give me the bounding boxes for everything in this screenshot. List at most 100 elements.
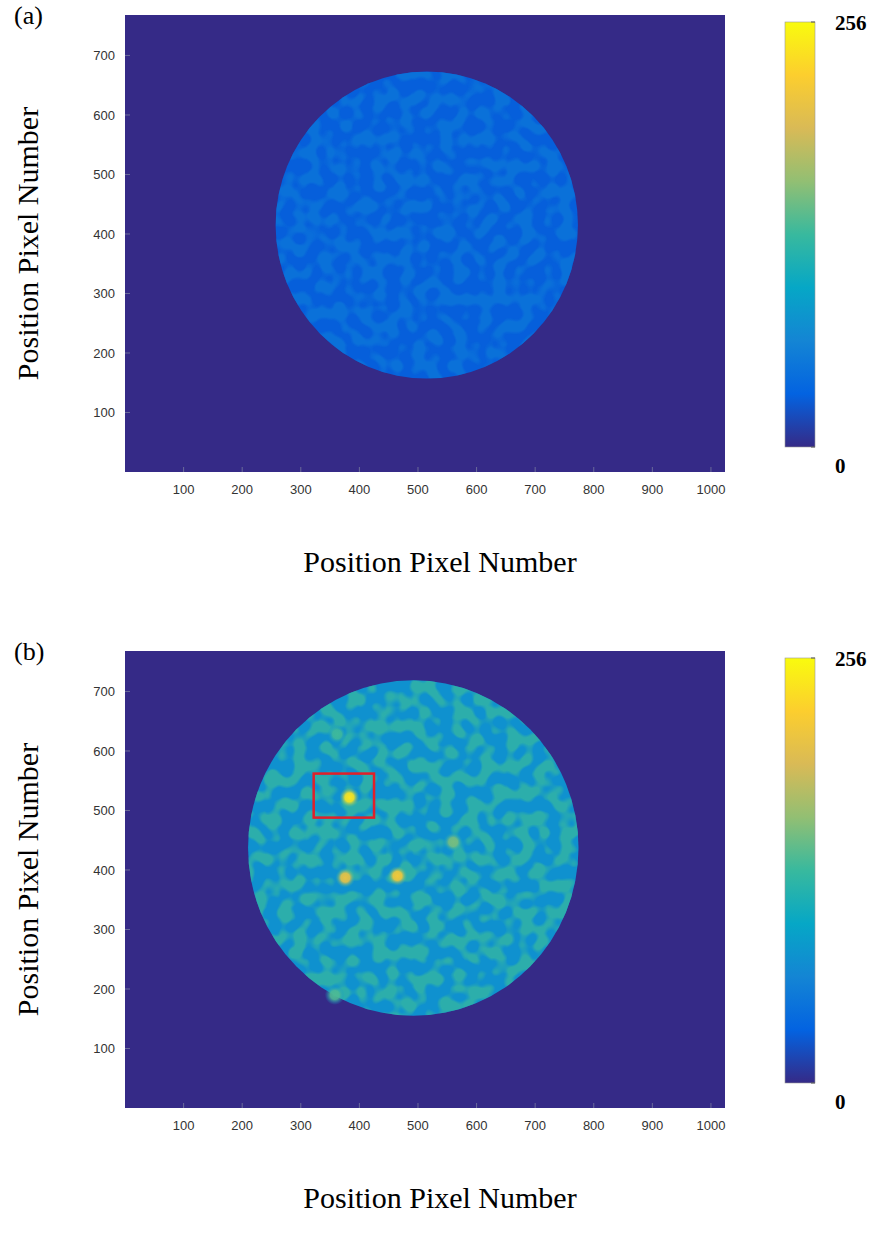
y-tick [125,114,130,115]
x-tick-label: 300 [290,1118,312,1133]
y-tick-label: 300 [93,922,115,937]
x-tick [300,467,301,472]
y-tick [125,929,130,930]
y-tick-label: 700 [93,48,115,63]
bright-spot [387,866,407,886]
y-tick [125,412,130,413]
bright-spot [327,724,347,744]
panel: (a)1002003004005006007008009001000100200… [11,1,867,578]
x-tick [593,467,594,472]
bright-spot [443,832,463,852]
y-axis-title: Position Pixel Number [11,743,44,1016]
x-tick-label: 1000 [696,1118,725,1133]
x-tick [710,467,711,472]
x-tick-label: 200 [231,1118,253,1133]
bright-spot [335,868,355,888]
x-tick [710,1103,711,1108]
y-tick-label: 100 [93,1041,115,1056]
y-tick-label: 600 [93,108,115,123]
panel-label: (b) [14,637,44,666]
x-tick-label: 300 [290,482,312,497]
x-tick [652,1103,653,1108]
x-tick-label: 800 [583,482,605,497]
y-tick [125,174,130,175]
x-tick [593,1103,594,1108]
colorbar-tick-label: 0 [835,1090,846,1114]
y-tick [125,352,130,353]
x-tick-label: 100 [173,1118,195,1133]
x-tick [242,1103,243,1108]
colorbar-tick [811,658,815,659]
y-tick-label: 100 [93,405,115,420]
y-tick-label: 200 [93,982,115,997]
x-tick [417,1103,418,1108]
x-tick-label: 400 [349,482,371,497]
y-tick [125,293,130,294]
y-tick-label: 400 [93,863,115,878]
x-tick [359,467,360,472]
panel: (b) 100 200 300 400 500 600 700 800 900 1000 100 200… [11,637,867,1214]
speckle [248,680,578,1016]
x-tick-label: 900 [641,482,663,497]
y-tick [125,1048,130,1049]
x-tick-label: 700 [524,1118,546,1133]
x-tick-label: 900 [641,1118,663,1133]
disk [248,680,578,1016]
y-tick [125,691,130,692]
x-tick [417,467,418,472]
y-tick-label: 400 [93,227,115,242]
plot-area [125,15,725,472]
disk [276,72,578,379]
y-axis-title: Position Pixel Number [11,107,44,380]
figure: (a)1002003004005006007008009001000100200… [0,0,890,1246]
x-tick-label: 500 [407,1118,429,1133]
x-tick [476,467,477,472]
background [125,651,725,1108]
y-tick [125,869,130,870]
x-tick-label: 600 [466,482,488,497]
y-tick [125,988,130,989]
colorbar-tick-label: 256 [835,647,867,671]
colorbar-tick-label: 256 [835,11,867,35]
x-tick-label: 1000 [696,482,725,497]
x-tick [242,467,243,472]
x-tick-label: 700 [524,482,546,497]
background [125,15,725,472]
y-tick [125,810,130,811]
x-tick [476,1103,477,1108]
x-tick [183,1103,184,1108]
speckle [276,72,578,379]
x-tick-label: 500 [407,482,429,497]
x-tick [183,467,184,472]
x-tick-label: 400 [349,1118,371,1133]
bright-spot [339,787,359,807]
x-tick [300,1103,301,1108]
colorbar [785,22,815,447]
y-tick [125,750,130,751]
highlight-box [314,774,374,818]
x-tick [359,1103,360,1108]
x-tick-label: 800 [583,1118,605,1133]
colorbar [785,658,815,1083]
y-tick-label: 500 [93,167,115,182]
y-tick [125,55,130,56]
colorbar-tick [811,447,815,448]
y-tick-label: 500 [93,803,115,818]
y-tick-label: 700 [93,684,115,699]
plot-area [125,651,725,1108]
x-tick-label: 100 [173,482,195,497]
y-tick-label: 200 [93,346,115,361]
y-tick [125,233,130,234]
speckle-texture [276,72,578,379]
x-tick-label: 600 [466,1118,488,1133]
x-axis-title: Position Pixel Number [303,1181,576,1214]
x-axis-title: Position Pixel Number [303,545,576,578]
y-tick-label: 300 [93,286,115,301]
panel-label: (a) [14,1,43,30]
y-tick-label: 600 [93,744,115,759]
bright-spot [325,985,345,1005]
colorbar-tick [811,1083,815,1084]
colorbar-tick [811,22,815,23]
x-tick [652,467,653,472]
colorbar-tick-label: 0 [835,454,846,478]
